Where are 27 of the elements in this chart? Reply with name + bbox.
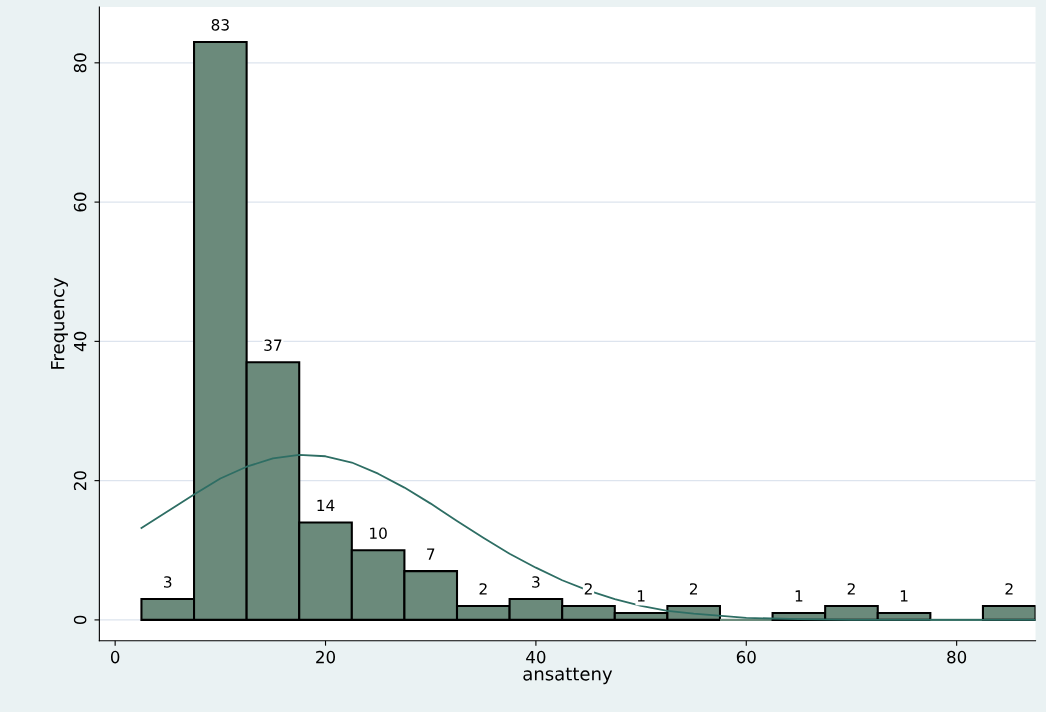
y-tick-label: 60 (73, 192, 87, 212)
data-label: 3 (164, 576, 172, 588)
x-tick-label: 60 (736, 650, 756, 664)
x-tick-label: 0 (110, 650, 120, 664)
y-axis-title: Frequency (51, 277, 68, 369)
data-label: 3 (532, 576, 540, 588)
data-label: 37 (264, 339, 282, 351)
y-tick-label: 80 (73, 53, 87, 73)
y-tick-label: 40 (73, 331, 87, 352)
x-axis-title: ansatteny (523, 667, 613, 685)
data-label: 83 (211, 19, 229, 31)
data-label: 2 (479, 583, 487, 595)
data-label: 2 (847, 583, 855, 595)
data-label: 1 (795, 590, 803, 602)
y-tick-label: 20 (73, 471, 87, 491)
data-label: 2 (1005, 583, 1013, 595)
x-tick-label: 40 (526, 650, 546, 664)
data-label: 2 (689, 583, 698, 595)
y-tick-label: 0 (73, 615, 87, 625)
x-tick-label: 80 (947, 650, 967, 664)
data-label: 7 (427, 548, 435, 560)
x-tick-label: 20 (316, 650, 336, 664)
data-label: 1 (637, 590, 645, 602)
data-label: 1 (900, 590, 908, 602)
data-label: 14 (317, 499, 335, 511)
data-label: 2 (584, 583, 592, 595)
data-label: 10 (370, 527, 387, 539)
